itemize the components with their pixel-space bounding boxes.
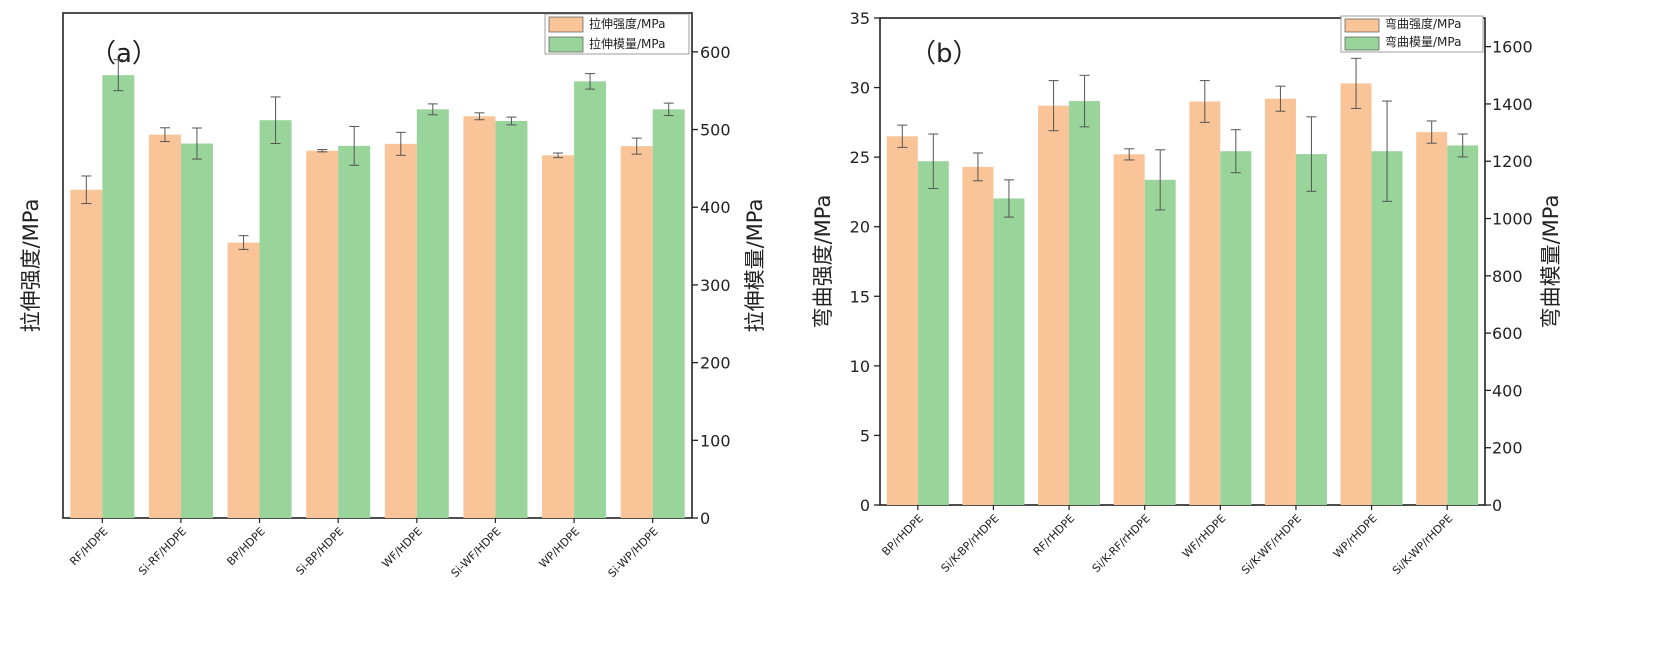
- left-tick-label: 15: [850, 287, 870, 306]
- modulus-bar-2: [180, 143, 213, 518]
- x-tick-label: RF/rHDPE: [1031, 512, 1077, 558]
- left-tick-label: 35: [850, 9, 870, 28]
- chart-panel-a: 0 100 200 300 400 500 600 拉伸强度/MPa 拉伸模量/MPa （a） RF…: [19, 12, 767, 580]
- right-tick-label: 1600: [1492, 38, 1533, 57]
- legend-label-strength: 弯曲强度/MPa: [1385, 16, 1461, 31]
- strength-bar-8: [1416, 132, 1448, 505]
- x-tick-label: Si/K-RF/rHDPE: [1090, 512, 1153, 575]
- left-tick-label: 10: [850, 357, 870, 376]
- right-tick-label: 300: [700, 276, 731, 295]
- left-axis-title: 拉伸强度/MPa: [19, 199, 43, 333]
- modulus-bar-8: [1447, 145, 1479, 505]
- x-tick-label: RF/HDPE: [67, 525, 110, 568]
- modulus-bar-6: [495, 120, 528, 518]
- legend-label-strength: 拉伸强度/MPa: [589, 16, 665, 31]
- strength-bar-4: [1113, 154, 1145, 506]
- legend-label-modulus: 弯曲模量/MPa: [1385, 34, 1461, 49]
- modulus-bar-8: [652, 109, 685, 518]
- left-axis-title: 弯曲强度/MPa: [811, 195, 835, 329]
- plot-frame: [62, 12, 693, 519]
- strength-bar-6: [463, 116, 496, 518]
- legend-swatch-modulus: [1344, 36, 1380, 51]
- x-tick-label: BP/rHDPE: [879, 512, 926, 559]
- right-tick-label: 500: [700, 121, 731, 140]
- right-tick-label: 0: [700, 509, 710, 528]
- strength-bar-8: [620, 146, 653, 519]
- strength-bar-1: [886, 136, 918, 505]
- left-tick-label: 25: [850, 148, 870, 167]
- strength-bar-5: [384, 143, 417, 518]
- legend-swatch-strength: [1344, 18, 1380, 33]
- strength-bar-5: [1189, 101, 1221, 505]
- strength-bar-7: [542, 155, 575, 518]
- x-tick-label: Si-RF/HDPE: [136, 525, 189, 578]
- strength-bar-2: [962, 166, 994, 505]
- strength-bar-1: [70, 189, 103, 518]
- x-tick-label: WP/rHDPE: [1331, 512, 1380, 561]
- right-tick-label: 0: [1492, 496, 1502, 515]
- x-tick-label: Si-BP/HDPE: [293, 525, 346, 578]
- strength-bar-7: [1340, 83, 1372, 505]
- right-tick-label: 400: [700, 198, 731, 217]
- right-tick-label: 200: [1492, 439, 1523, 458]
- strength-bar-4: [306, 150, 339, 518]
- right-tick-label: 600: [1492, 324, 1523, 343]
- right-axis-title: 拉伸模量/MPa: [743, 199, 767, 333]
- plot-frame: [879, 17, 1486, 506]
- right-axis-title: 弯曲模量/MPa: [1539, 195, 1563, 329]
- chart-panel-b: 0 5 10 15 20 25 30 35 0 200 400 600 800 1000 1200 1400 1…: [811, 9, 1563, 577]
- legend-label-modulus: 拉伸模量/MPa: [589, 36, 665, 51]
- left-tick-label: 30: [850, 79, 870, 98]
- right-tick-label: 100: [700, 431, 731, 450]
- panel-label: （a）: [90, 39, 158, 69]
- modulus-bar-1: [102, 75, 135, 519]
- modulus-bar-5: [1220, 151, 1252, 506]
- strength-bar-2: [148, 134, 181, 518]
- x-tick-label: Si/K-BP/rHDPE: [939, 512, 1002, 575]
- modulus-bar-1: [917, 161, 949, 505]
- left-tick-label: 0: [860, 496, 870, 515]
- x-tick-label: Si/K-WP/rHDPE: [1390, 512, 1455, 577]
- legend: 弯曲强度/MPa 弯曲模量/MPa: [1340, 15, 1484, 53]
- x-tick-label: Si-WP/HDPE: [606, 525, 661, 580]
- legend-swatch-modulus: [548, 36, 584, 53]
- left-tick-label: 20: [850, 218, 870, 237]
- modulus-bar-2: [993, 198, 1025, 505]
- right-tick-label: 400: [1492, 381, 1523, 400]
- right-tick-label: 1200: [1492, 152, 1533, 171]
- legend-swatch-strength: [548, 16, 584, 33]
- right-tick-label: 600: [700, 43, 731, 62]
- modulus-bar-4: [1144, 179, 1176, 505]
- right-tick-label: 1400: [1492, 95, 1533, 114]
- x-tick-label: Si/K-WF/rHDPE: [1239, 512, 1304, 577]
- x-tick-label: WP/HDPE: [537, 525, 583, 571]
- modulus-bar-3: [1069, 101, 1101, 505]
- modulus-bar-4: [338, 145, 371, 518]
- modulus-bar-7: [574, 81, 607, 518]
- strength-bar-3: [1038, 105, 1070, 505]
- right-tick-label: 800: [1492, 267, 1523, 286]
- strength-bar-3: [227, 242, 260, 518]
- left-tick-label: 5: [860, 426, 870, 445]
- x-tick-label: BP/HDPE: [224, 525, 267, 568]
- x-tick-label: WF/HDPE: [380, 525, 425, 570]
- legend: 拉伸强度/MPa 拉伸模量/MPa: [544, 13, 690, 55]
- modulus-bar-3: [259, 120, 292, 518]
- x-tick-label: Si-WF/HDPE: [449, 525, 504, 580]
- strength-bar-6: [1264, 98, 1296, 506]
- right-tick-label: 200: [700, 354, 731, 373]
- right-tick-label: 1000: [1492, 210, 1533, 229]
- modulus-bar-7: [1371, 151, 1403, 506]
- modulus-bar-5: [416, 109, 449, 518]
- panel-label: （b）: [910, 39, 979, 69]
- modulus-bar-6: [1295, 154, 1327, 505]
- x-tick-label: WF/rHDPE: [1180, 512, 1229, 561]
